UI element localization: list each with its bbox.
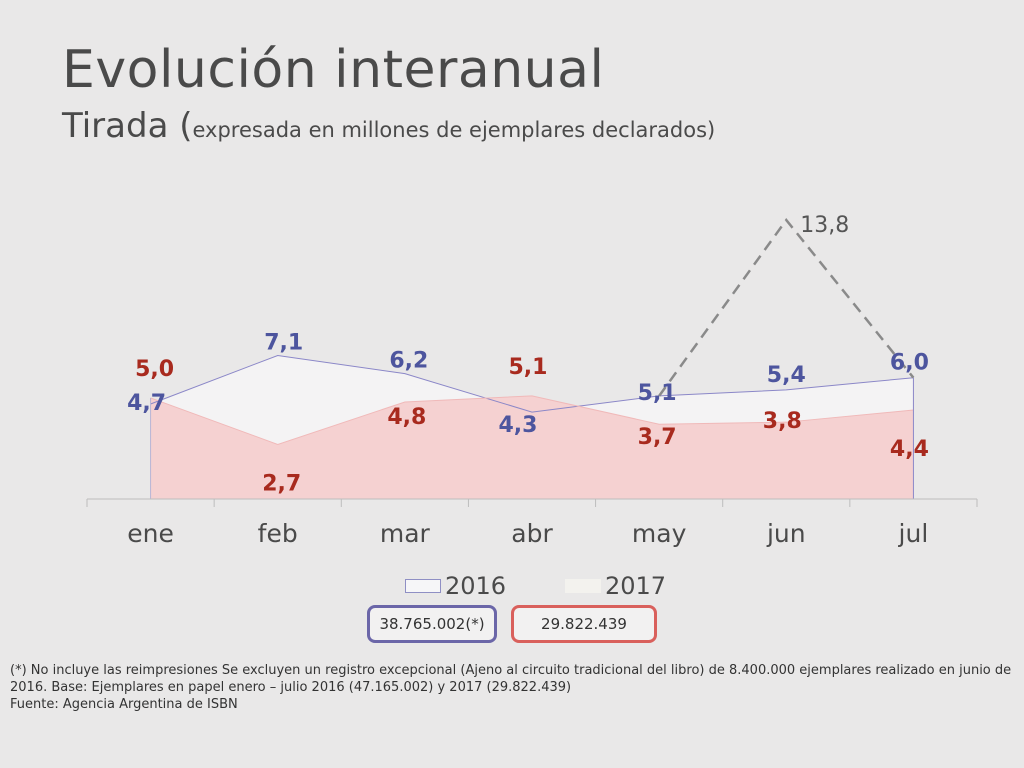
legend-label-2016: 2016 <box>445 572 507 600</box>
page-title: Evolución interanual <box>62 40 605 100</box>
chart-legend: 2016 2017 <box>405 572 725 600</box>
data-label-2017: 4,4 <box>890 437 929 462</box>
data-label-2017: 3,8 <box>763 409 802 434</box>
area-chart: 13,8 ene feb mar abr may jun jul 4,7 7,1 6,2 4,3 5,1… <box>86 213 978 548</box>
data-label-2016: 5,4 <box>767 363 806 388</box>
data-label-2017: 5,1 <box>509 355 548 380</box>
exceptional-dashed-line <box>658 217 915 397</box>
x-tick-label: mar <box>380 519 431 548</box>
legend-item-2017: 2017 <box>565 572 725 600</box>
data-label-2016: 4,7 <box>127 391 166 416</box>
subtitle-detail: expresada en millones de ejemplares decl… <box>192 118 716 142</box>
legend-swatch-2017 <box>565 579 601 593</box>
x-tick-label: may <box>632 519 687 548</box>
x-tick-label: feb <box>258 519 298 548</box>
totals-row: 38.765.002(*) 29.822.439 <box>367 605 657 643</box>
data-label-2017: 2,7 <box>262 471 301 496</box>
x-tick-label: jul <box>898 519 929 548</box>
footnote: (*) No incluye las reimpresiones Se excl… <box>10 662 1015 713</box>
subtitle-main: Tirada ( <box>62 106 193 146</box>
x-tick-label: jun <box>766 519 806 548</box>
area-2017 <box>150 395 914 499</box>
data-label-2016: 7,1 <box>264 330 303 355</box>
data-label-2016: 5,1 <box>638 381 677 406</box>
legend-item-2016: 2016 <box>405 572 565 600</box>
data-label-2017: 4,8 <box>387 405 426 430</box>
line-2016 <box>150 354 914 413</box>
data-label-2017: 3,7 <box>638 425 677 450</box>
footnote-source: Fuente: Agencia Argentina de ISBN <box>10 697 238 712</box>
total-2016-box: 38.765.002(*) <box>367 605 497 643</box>
legend-swatch-2016 <box>405 579 441 593</box>
line-2017 <box>150 395 914 445</box>
page-subtitle: Tirada (expresada en millones de ejempla… <box>62 106 715 146</box>
data-label-2016: 6,0 <box>890 351 929 376</box>
data-label-2016: 4,3 <box>499 413 538 438</box>
x-tick-label: abr <box>511 519 553 548</box>
data-label-2016: 6,2 <box>389 349 428 374</box>
x-tick-label: ene <box>127 519 174 548</box>
data-label-2017: 5,0 <box>135 357 174 382</box>
legend-label-2017: 2017 <box>605 572 667 600</box>
footnote-note: (*) No incluye las reimpresiones Se excl… <box>10 663 1012 695</box>
total-2017-box: 29.822.439 <box>511 605 657 643</box>
exceptional-peak-label: 13,8 <box>800 213 849 238</box>
